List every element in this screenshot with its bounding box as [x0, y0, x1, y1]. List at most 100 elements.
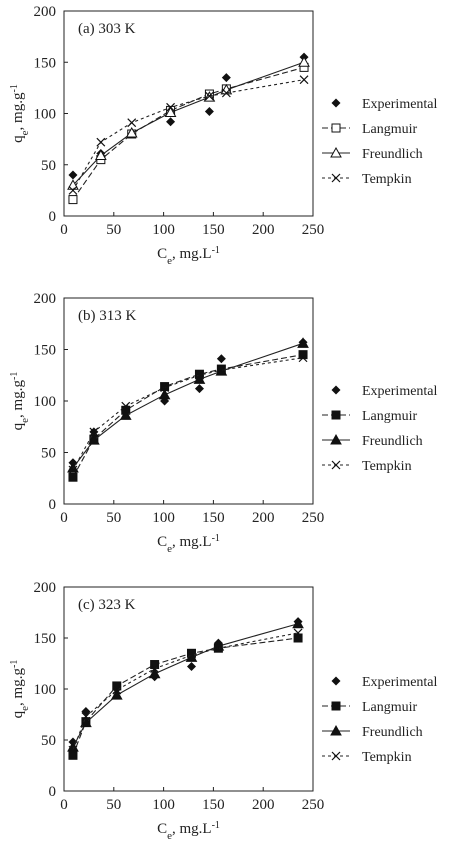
y-tick-label: 200	[34, 291, 57, 307]
legend-item-experimental: Experimental	[331, 97, 438, 112]
legend-item-freundlich: Freundlich	[322, 433, 423, 449]
series-line	[72, 61, 305, 186]
data-point	[68, 170, 78, 180]
data-point	[150, 664, 160, 674]
data-point	[299, 75, 309, 85]
legend-item-freundlich: Freundlich	[322, 724, 423, 740]
y-tick-label: 200	[34, 580, 57, 596]
legend-label: Langmuir	[362, 700, 418, 715]
x-tick-label: 100	[152, 797, 175, 813]
data-point	[68, 465, 78, 475]
legend-item-tempkin: Tempkin	[322, 172, 412, 187]
legend-item-tempkin: Tempkin	[322, 750, 412, 765]
legend-label: Experimental	[362, 384, 438, 399]
y-tick-label: 0	[49, 497, 57, 513]
series-line	[72, 66, 305, 200]
legend-marker	[330, 433, 342, 445]
series-freundlich	[67, 337, 309, 473]
legend-marker	[330, 146, 342, 158]
x-tick-label: 0	[60, 797, 68, 813]
series-langmuir	[68, 62, 309, 205]
legend-marker	[331, 385, 341, 395]
legend: Experimental Langmuir Freundlich Tempkin	[322, 675, 438, 765]
x-axis-label: Ce, mg.L-1	[157, 533, 220, 556]
x-tick-label: 0	[60, 510, 68, 526]
x-axis-label: Ce, mg.L-1	[157, 820, 220, 843]
data-point	[216, 354, 226, 364]
series-line	[72, 79, 305, 191]
legend-marker	[331, 98, 341, 108]
x-tick-label: 50	[106, 222, 121, 238]
x-tick-label: 200	[252, 510, 275, 526]
data-point	[297, 337, 309, 348]
data-point	[193, 373, 206, 384]
data-point	[216, 365, 226, 375]
y-tick-label: 200	[34, 4, 57, 20]
data-point	[150, 660, 160, 670]
x-tick-label: 150	[202, 222, 225, 238]
y-tick-label: 100	[34, 394, 57, 410]
y-tick-label: 150	[34, 631, 57, 647]
data-point	[148, 667, 161, 679]
y-axis-label: qe, mg.g-1	[9, 84, 32, 143]
series-tempkin	[68, 75, 309, 195]
x-tick-label: 100	[152, 510, 175, 526]
legend-item-langmuir: Langmuir	[322, 122, 418, 137]
legend-label: Tempkin	[362, 172, 412, 187]
legend-item-langmuir: Langmuir	[322, 700, 418, 715]
x-tick-label: 250	[302, 222, 325, 238]
data-point	[298, 353, 308, 363]
panel-label: (b) 313 K	[78, 308, 136, 324]
data-point	[185, 651, 198, 662]
legend-marker	[331, 410, 341, 420]
legend: Experimental Langmuir Freundlich Tempkin	[322, 97, 438, 187]
data-point	[293, 633, 303, 643]
x-tick-label: 250	[302, 797, 325, 813]
legend-label: Experimental	[362, 97, 438, 112]
series-langmuir	[68, 633, 303, 760]
data-point	[68, 472, 78, 482]
legend-item-freundlich: Freundlich	[322, 146, 423, 162]
data-point	[298, 56, 310, 67]
data-point	[81, 712, 91, 721]
series-line	[72, 357, 304, 471]
legend-label: Tempkin	[362, 750, 412, 765]
y-tick-label: 50	[41, 446, 56, 462]
series-experimental	[68, 617, 303, 747]
data-point	[213, 643, 223, 653]
data-point	[125, 126, 138, 138]
legend-label: Freundlich	[362, 725, 423, 740]
series-freundlich	[67, 617, 304, 752]
data-point	[194, 384, 204, 394]
y-tick-label: 150	[34, 343, 57, 359]
chart-panel-2: 0 50 100 150 200 0 50 100 150 200 250 Ce, mg.L-1 qe,…	[9, 580, 438, 842]
legend-label: Tempkin	[362, 459, 412, 474]
legend-label: Experimental	[362, 675, 438, 690]
data-point	[68, 745, 78, 755]
legend-marker	[331, 676, 341, 686]
legend-label: Langmuir	[362, 409, 418, 424]
y-tick-label: 100	[34, 107, 57, 123]
data-point	[88, 434, 100, 445]
data-point	[293, 628, 303, 638]
y-axis-label: qe, mg.g-1	[9, 660, 32, 719]
y-tick-label: 150	[34, 55, 57, 71]
data-point	[89, 427, 99, 437]
legend-item-tempkin: Tempkin	[322, 459, 412, 474]
chart-panel-1: 0 50 100 150 200 0 50 100 150 200 250 Ce, mg.L-1 qe,…	[9, 291, 438, 555]
plot-frame	[63, 297, 314, 505]
series-line	[72, 637, 299, 756]
legend-label: Langmuir	[362, 122, 418, 137]
legend-marker	[331, 173, 341, 183]
data-point	[221, 73, 231, 83]
legend-label: Freundlich	[362, 434, 423, 449]
data-point	[166, 102, 175, 112]
series-line	[72, 342, 304, 469]
series-line	[72, 354, 304, 478]
data-point	[186, 662, 196, 672]
legend: Experimental Langmuir Freundlich Tempkin	[322, 384, 438, 474]
series-tempkin	[68, 628, 303, 755]
x-tick-label: 150	[202, 510, 225, 526]
y-tick-label: 100	[34, 682, 57, 698]
chart-panel-0: 0 50 100 150 200 0 50 100 150 200 250 Ce, mg.L-1 qe,…	[9, 4, 438, 267]
